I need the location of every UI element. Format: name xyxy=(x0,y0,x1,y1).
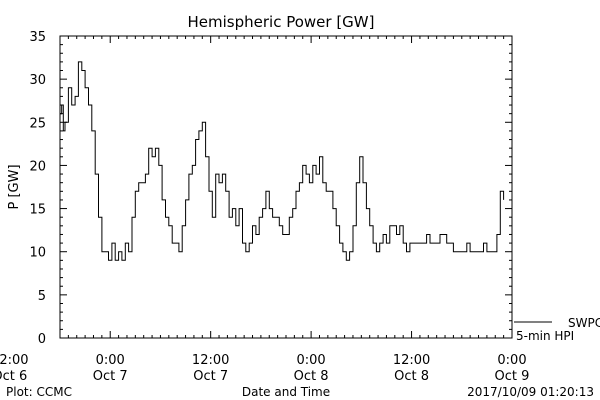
hpi-series-line xyxy=(60,61,505,261)
y-axis: 0 5 10 15 20 25 30 35 xyxy=(29,30,512,347)
x-tick-date-label: Oct 8 xyxy=(394,369,429,384)
x-tick-time-label: 12:00 xyxy=(0,353,29,368)
x-tick-time-label: 0:00 xyxy=(497,353,526,368)
legend-swpc: SWPC xyxy=(568,316,600,330)
y-tick-label: 15 xyxy=(29,203,46,218)
y-tick-label: 0 xyxy=(38,332,46,347)
chart-title: Hemispheric Power [GW] xyxy=(188,13,375,31)
x-tick-date-label: Oct 9 xyxy=(495,369,530,384)
y-tick-label: 25 xyxy=(29,116,46,131)
x-tick-date-label: Oct 7 xyxy=(193,369,228,384)
series-group xyxy=(60,61,505,261)
x-tick-time-label: 0:00 xyxy=(96,353,125,368)
x-tick-time-label: 12:00 xyxy=(393,353,430,368)
timestamp: 2017/10/09 01:20:13 xyxy=(467,385,594,399)
y-tick-label: 5 xyxy=(38,289,46,304)
y-axis-label: P [GW] xyxy=(7,164,22,209)
x-axis-label: Date and Time xyxy=(242,385,330,399)
y-tick-label: 10 xyxy=(29,246,46,261)
x-tick-date-label: Oct 6 xyxy=(0,369,27,384)
legend-hpi: 5-min HPI xyxy=(516,329,574,343)
legend: SWPC 5-min HPI xyxy=(514,316,600,343)
x-tick-time-label: 0:00 xyxy=(297,353,326,368)
plot-frame xyxy=(59,35,513,339)
x-tick-date-label: Oct 7 xyxy=(93,369,128,384)
x-tick-date-label: Oct 8 xyxy=(294,369,329,384)
plot-credit: Plot: CCMC xyxy=(6,385,72,399)
y-tick-label: 35 xyxy=(29,30,46,45)
x-tick-time-label: 12:00 xyxy=(192,353,229,368)
y-tick-label: 30 xyxy=(29,73,46,88)
y-tick-label: 20 xyxy=(29,159,46,174)
